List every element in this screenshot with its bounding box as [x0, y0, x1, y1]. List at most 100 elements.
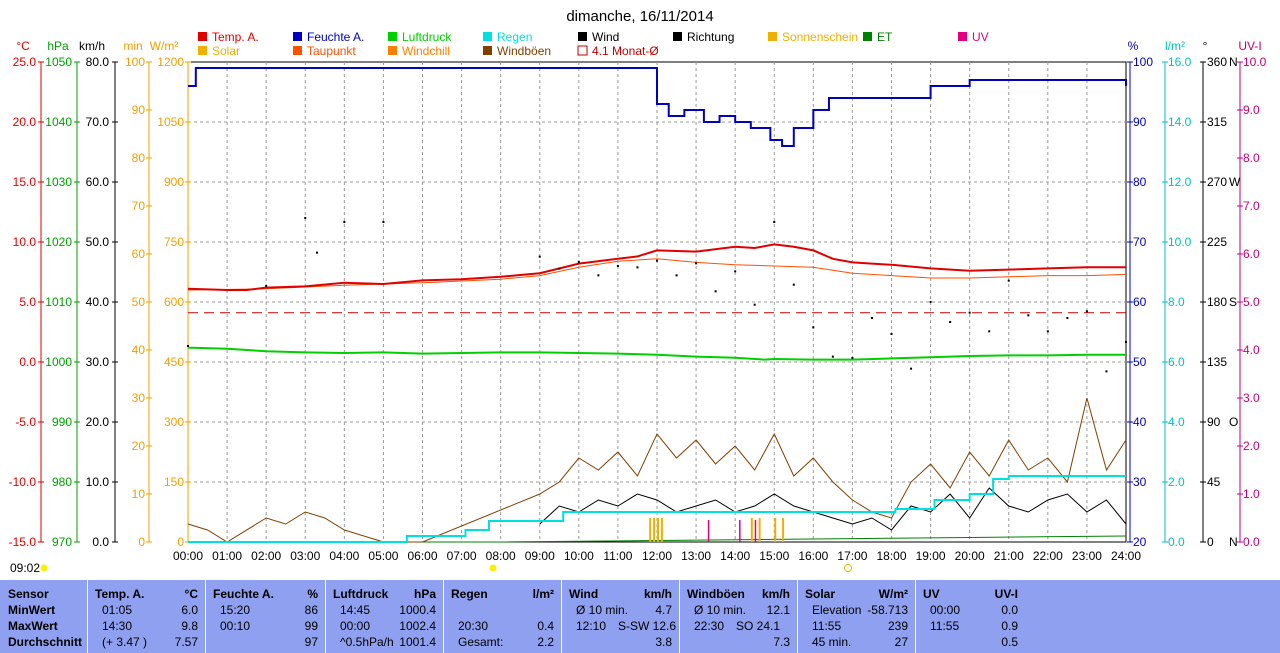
series-luftdruck	[187, 346, 1126, 361]
time-tick-label: 05:00	[368, 549, 398, 563]
row-label: Durchschnitt	[8, 635, 83, 649]
column-unit: km/h	[643, 587, 672, 601]
direction-tick-label: 270	[1207, 175, 1227, 189]
direction-point	[656, 259, 658, 262]
direction-tick-label: 90	[1207, 415, 1221, 429]
wind-tick-label: 10.0	[86, 475, 110, 489]
temp-tick-label: -10.0	[9, 475, 37, 489]
time-tick-label: 09:00	[525, 549, 555, 563]
rain-unit-label: l/m²	[1165, 39, 1185, 53]
temp-tick-label: -15.0	[9, 535, 37, 549]
summary-table: Sensor MinWert MaxWert Durchschnitt Temp. A.…	[0, 580, 1280, 653]
direction-point	[616, 265, 619, 267]
time-tick-label: 12:00	[642, 549, 672, 563]
direction-point	[1046, 330, 1049, 333]
rain-tick-label: 8.0	[1168, 295, 1185, 309]
humidity-tick-label: 20	[1133, 535, 1147, 549]
sunset-icon	[844, 564, 852, 572]
legend-swatch	[293, 46, 302, 55]
direction-point	[343, 221, 346, 223]
sunmin-tick-label: 0	[138, 535, 145, 549]
sunshine-spike	[774, 518, 777, 542]
direction-point	[382, 221, 385, 223]
temp-tick-label: 25.0	[13, 55, 37, 69]
direction-letter: S	[1229, 295, 1237, 309]
time-tick-label: 00:00	[173, 549, 203, 563]
time-tick-label: 19:00	[916, 549, 946, 563]
direction-point	[315, 251, 318, 254]
humidity-tick-label: 90	[1133, 115, 1147, 129]
humidity-tick-label: 40	[1133, 415, 1147, 429]
pressure-tick-label: 1000	[45, 355, 72, 369]
wind-tick-label: 40.0	[86, 295, 110, 309]
cell-left: ^0.5hPa/h	[340, 635, 394, 649]
solar-tick-label: 150	[164, 475, 184, 489]
column-header: Regen	[451, 587, 488, 601]
cell-right: 97	[304, 635, 318, 649]
plot-area	[187, 67, 1127, 543]
cell-right: 9.8	[181, 619, 198, 633]
cell-right: 2.2	[537, 635, 554, 649]
temp-tick-label: -5.0	[15, 415, 36, 429]
pressure-tick-label: 1030	[45, 175, 72, 189]
temp-tick-label: 5.0	[19, 295, 36, 309]
rain-tick-label: 10.0	[1168, 235, 1192, 249]
weather-chart: dimanche, 16/11/2014 Temp. A. Feuchte A. L…	[9, 8, 1267, 575]
direction-point	[812, 326, 815, 329]
sunmin-tick-label: 80	[132, 151, 146, 165]
temp-tick-label: 0.0	[19, 355, 36, 369]
cell-right: 12.1	[766, 603, 790, 617]
sunmin-unit-label: min	[123, 39, 142, 53]
wind-tick-label: 80.0	[86, 55, 110, 69]
time-tick-label: 17:00	[837, 549, 867, 563]
direction-tick-label: 360	[1207, 55, 1227, 69]
direction-point	[304, 217, 307, 219]
legend-swatch	[768, 32, 777, 41]
current-time-label: 09:02	[10, 561, 40, 575]
direction-tick-label: 180	[1207, 295, 1227, 309]
table-column-temp-a-: Temp. A. °C 01:05 14:30 (+ 3.47 ) 6.0 9.8 7.57	[87, 580, 206, 653]
direction-point	[831, 355, 834, 358]
wind-tick-label: 60.0	[86, 175, 110, 189]
direction-point	[890, 333, 893, 335]
direction-point	[1007, 279, 1010, 282]
uv-tick-label: 0.0	[1243, 535, 1260, 549]
column-header: UV	[923, 587, 940, 601]
series-regen	[188, 475, 1126, 543]
legend: Temp. A. Feuchte A. Luftdruck Regen Wind Rich…	[198, 30, 989, 58]
time-tick-label: 21:00	[994, 549, 1024, 563]
time-tick-label: 18:00	[876, 549, 906, 563]
cell-mid: SO 24.1	[736, 619, 781, 633]
table-column-windb-en: Windböen km/h Ø 10 min. 22:30 SO 24.1 12.1 7.3	[679, 580, 798, 653]
column-header: Feuchte A.	[213, 587, 274, 601]
row-label: MaxWert	[8, 619, 58, 633]
wind-unit-label: km/h	[79, 39, 105, 53]
pressure-tick-label: 980	[52, 475, 72, 489]
legend-swatch	[388, 46, 397, 55]
sunmin-tick-label: 40	[132, 343, 146, 357]
uv-tick-label: 10.0	[1243, 55, 1267, 69]
uv-spike	[707, 520, 710, 542]
rain-tick-label: 0.0	[1168, 535, 1185, 549]
sunshine-spike	[782, 518, 785, 542]
time-tick-label: 15:00	[759, 549, 789, 563]
direction-point	[753, 303, 756, 306]
direction-point	[558, 267, 561, 270]
series-feuchte-a-	[188, 67, 1127, 147]
legend-swatch	[863, 32, 872, 41]
cell-left: 01:05	[102, 603, 133, 617]
direction-point	[910, 367, 913, 370]
direction-letter: W	[1229, 175, 1241, 189]
legend-swatch	[198, 46, 207, 55]
cell-left: 45 min.	[812, 635, 852, 649]
table-column-wind: Wind km/h Ø 10 min. 12:10 S-SW 12.6 4.7 3.8	[561, 580, 680, 653]
time-tick-label: 06:00	[407, 549, 437, 563]
sunshine-spike	[649, 518, 652, 542]
column-unit: km/h	[761, 587, 790, 601]
direction-point	[695, 262, 698, 265]
cell-left: (+ 3.47 )	[102, 635, 148, 649]
direction-point	[949, 321, 952, 323]
cell-left: 11:55	[930, 619, 960, 633]
humidity-tick-label: 30	[1133, 475, 1147, 489]
direction-point	[773, 221, 776, 223]
